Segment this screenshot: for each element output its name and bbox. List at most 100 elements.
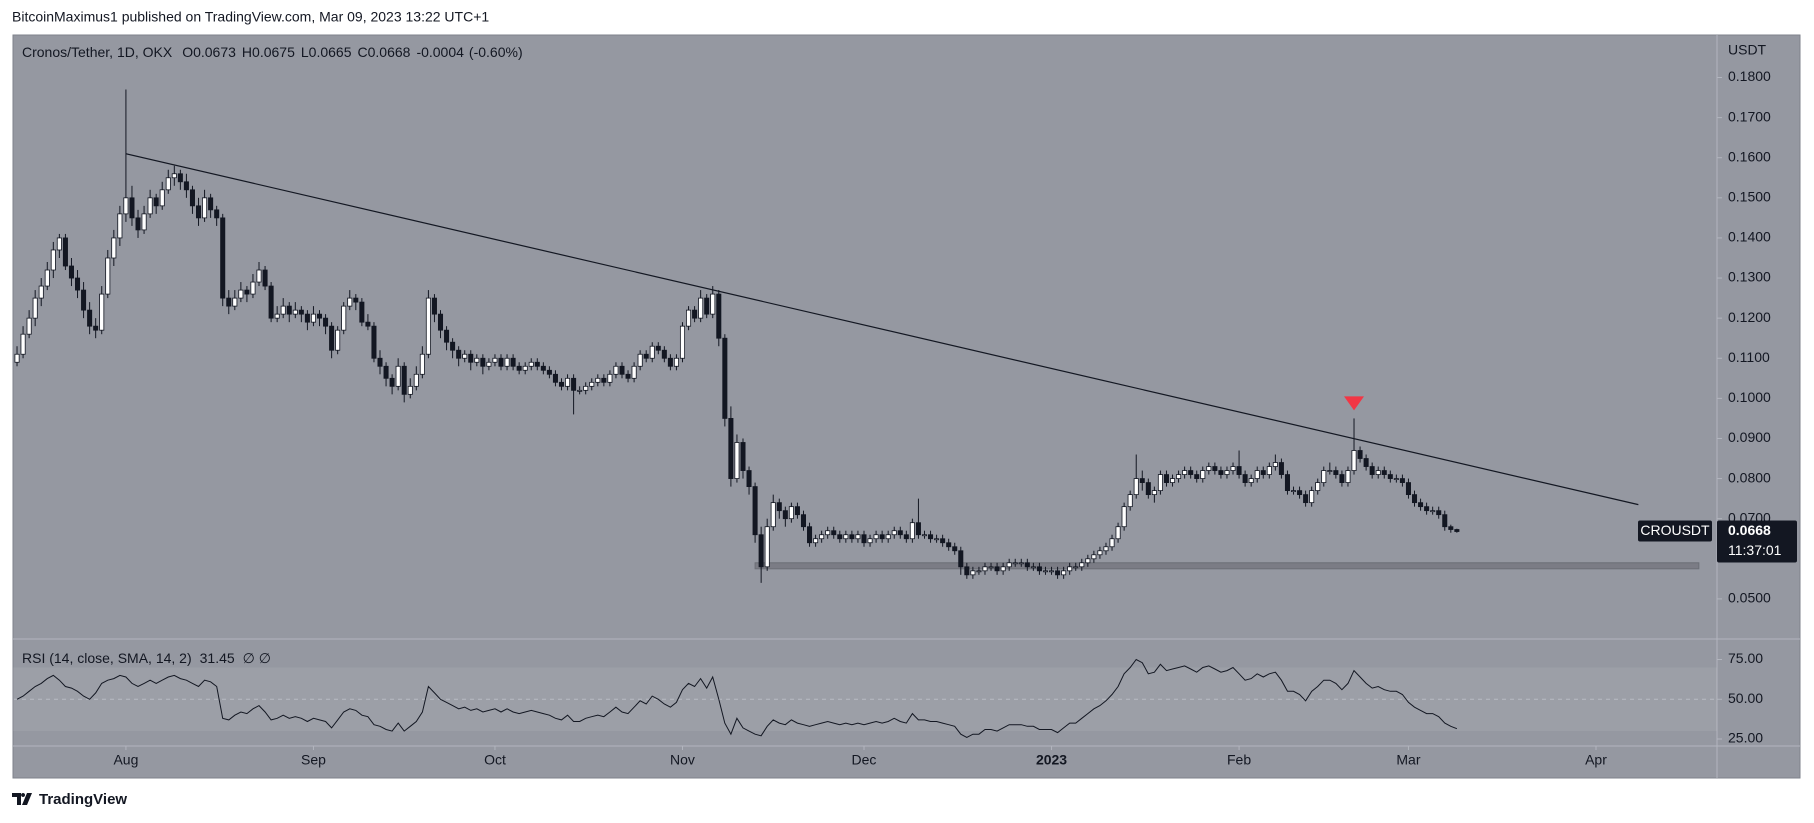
candle-body <box>504 357 510 367</box>
candle-body <box>280 305 286 315</box>
candle-body <box>286 305 292 315</box>
candle-body <box>1091 554 1097 560</box>
trendline <box>125 153 1639 506</box>
candle-body <box>1297 490 1303 496</box>
countdown-label: 11:37:01 <box>1728 542 1782 558</box>
candle-body <box>625 373 631 379</box>
candle-body <box>1218 470 1224 475</box>
candle-body <box>123 197 129 215</box>
candle-body <box>558 381 565 387</box>
candle-body <box>1000 566 1006 572</box>
candle-body <box>528 361 534 367</box>
candle-body <box>903 534 909 540</box>
candle-body <box>994 566 1000 572</box>
price-label: 0.0668 <box>1728 522 1771 538</box>
y-tick-label: 0.1400 <box>1728 229 1771 245</box>
candle-body <box>226 297 232 307</box>
candle-body <box>323 317 329 327</box>
candle-body <box>552 373 558 383</box>
footer-logo <box>12 793 32 805</box>
candle-body <box>1260 470 1266 475</box>
price-box <box>1717 520 1797 563</box>
y-tick-label: 0.0900 <box>1728 429 1771 445</box>
candle-body <box>474 357 480 363</box>
candle-body <box>1145 482 1151 496</box>
candle-body <box>643 353 649 359</box>
chart-background <box>12 34 1801 779</box>
candle-body <box>383 365 389 379</box>
candle-body <box>934 538 940 541</box>
candle-body <box>813 538 819 544</box>
y-tick-label: 0.1600 <box>1728 148 1771 164</box>
legend-key: O <box>182 44 193 60</box>
rsi-extra: ∅ ∅ <box>243 650 271 666</box>
candle-body <box>425 297 431 355</box>
candle-body <box>105 257 111 295</box>
candle-body <box>1369 466 1375 475</box>
candle-body <box>14 353 20 363</box>
candle-body <box>704 297 710 315</box>
candle-body <box>38 285 44 299</box>
candle-body <box>921 534 928 537</box>
candle-body <box>728 418 734 479</box>
candle-body <box>722 337 728 419</box>
candle-body <box>99 293 105 331</box>
candle-body <box>1284 474 1290 492</box>
x-tick-label: Feb <box>1227 752 1251 768</box>
candle-body <box>1030 566 1036 569</box>
candle-body <box>75 277 81 291</box>
candle-body <box>1006 562 1012 568</box>
candle-body <box>1067 566 1073 572</box>
candle-body <box>673 357 679 367</box>
candle-body <box>928 534 934 540</box>
x-tick-label: Aug <box>113 752 138 768</box>
rejection-marker <box>1344 396 1365 411</box>
candle-body <box>825 530 831 536</box>
candle-body <box>1442 514 1448 528</box>
candle-body <box>1278 462 1284 475</box>
candle-body <box>262 269 268 287</box>
candle-body <box>776 502 782 512</box>
candle-body <box>335 329 341 351</box>
candle-body <box>946 542 952 548</box>
candle-body <box>250 281 256 295</box>
candle-body <box>577 389 583 392</box>
candle-body <box>341 305 347 331</box>
candle-body <box>1254 470 1260 479</box>
candle-body <box>655 345 661 351</box>
candle-body <box>1321 470 1327 483</box>
candle-body <box>952 546 958 552</box>
candle-body <box>661 349 667 359</box>
candle-body <box>1133 478 1139 496</box>
candle-body <box>1042 570 1048 573</box>
candle-body <box>1188 470 1194 475</box>
candle-body <box>480 357 486 367</box>
candle-body <box>214 209 220 219</box>
candle-body <box>649 345 655 359</box>
y-tick-label: 0.0500 <box>1728 590 1771 606</box>
rsi-y-tick-label: 25.00 <box>1728 730 1763 746</box>
candle-body <box>873 534 879 540</box>
candle-body <box>692 309 698 319</box>
candle-body <box>220 217 226 299</box>
candle-body <box>20 333 26 355</box>
candle-body <box>450 341 456 351</box>
candle-body <box>1012 562 1018 565</box>
symbol-label: CROUSDT <box>1640 522 1710 538</box>
candle-body <box>583 385 589 391</box>
candle-body <box>522 365 528 371</box>
candle-body <box>329 325 335 351</box>
candle-body <box>1351 450 1357 471</box>
y-tick-label: 0.1200 <box>1728 309 1771 325</box>
candle-body <box>879 534 885 540</box>
footer-brand: TradingView <box>39 791 127 808</box>
candle-body <box>679 325 686 359</box>
candle-body <box>1109 538 1115 548</box>
candle-body <box>1363 458 1369 467</box>
candle-body <box>413 373 419 387</box>
rsi-value: 31.45 <box>200 650 235 666</box>
candle-body <box>1200 470 1206 479</box>
candle-body <box>1170 478 1176 483</box>
candle-body <box>909 522 915 540</box>
